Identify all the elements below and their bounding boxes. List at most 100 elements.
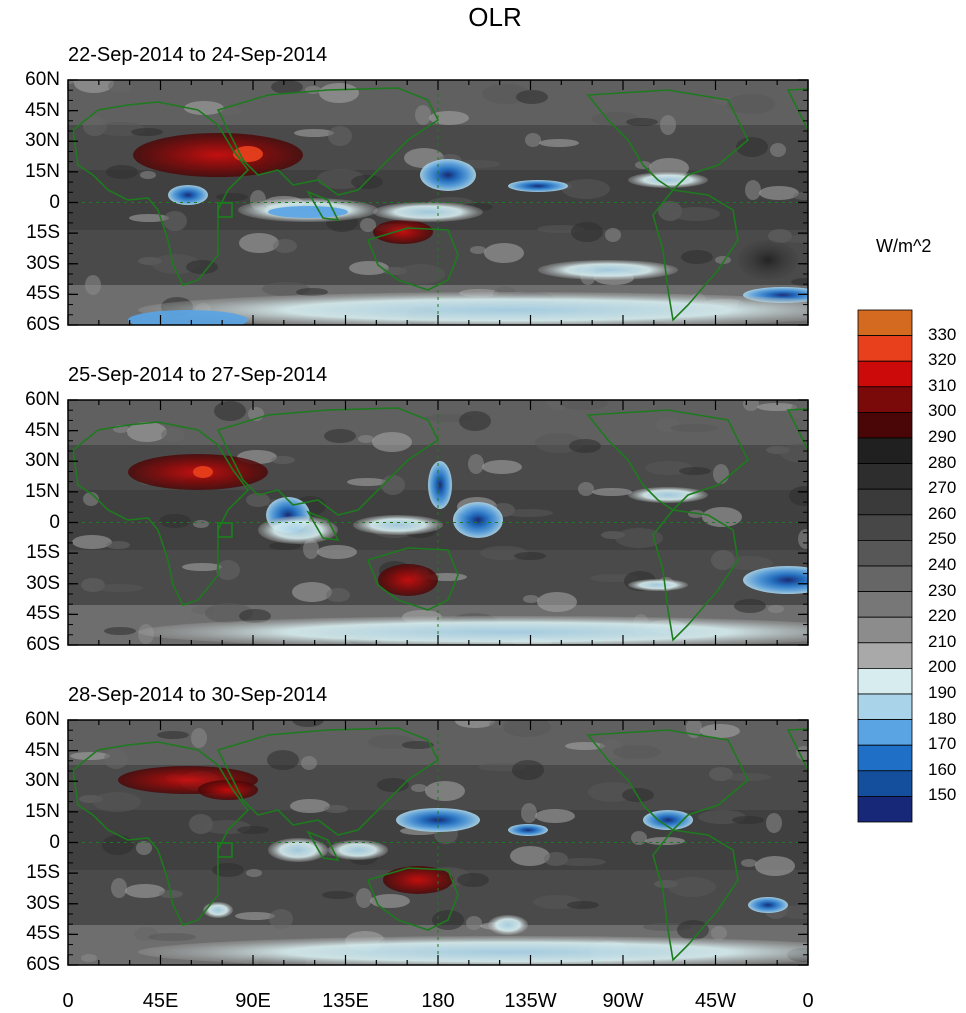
colorbar	[857, 309, 913, 823]
coastline	[216, 87, 440, 196]
lat-tick-label: 45S	[26, 603, 60, 625]
lon-tick-label: 180	[421, 990, 455, 1012]
colorbar-level-label: 290	[928, 427, 957, 446]
olr-anomaly	[420, 159, 476, 191]
olr-anomaly	[203, 902, 233, 918]
olr-anomaly	[128, 310, 248, 325]
lon-tick-label: 0	[62, 990, 74, 1012]
coastline	[586, 89, 749, 192]
map-panel-1	[67, 79, 809, 326]
olr-anomaly	[383, 866, 453, 894]
coastline	[72, 101, 250, 286]
coastline	[216, 727, 440, 836]
colorbar-level-label: 200	[928, 657, 957, 677]
olr-anomaly	[373, 220, 433, 244]
olr-anomaly	[138, 616, 808, 645]
colorbar-level-label: 210	[928, 631, 957, 651]
coastline	[306, 190, 340, 221]
olr-anomaly	[488, 915, 528, 935]
colorbar-swatch	[857, 463, 913, 490]
olr-anomaly	[743, 566, 808, 594]
lat-tick-label: 45N	[25, 739, 60, 761]
map-panel-3	[67, 719, 809, 966]
olr-anomaly	[453, 502, 503, 538]
colorbar-swatch	[857, 693, 913, 721]
panel-1-title: 22-Sep-2014 to 24-Sep-2014	[68, 44, 328, 66]
coastline	[306, 830, 340, 861]
olr-anomaly	[373, 202, 483, 222]
colorbar-level-label: 260	[928, 503, 957, 523]
olr-anomaly	[138, 292, 808, 325]
lat-tick-label: 60S	[26, 314, 60, 335]
coastline	[586, 729, 749, 832]
lat-tick-label: 0	[49, 511, 60, 533]
lat-tick-label: 15N	[25, 800, 60, 822]
colorbar-level-label: 190	[928, 683, 957, 702]
coastline	[652, 509, 739, 642]
olr-anomaly	[378, 564, 438, 596]
colorbar-level-label: 300	[928, 401, 957, 421]
colorbar-swatch	[857, 796, 913, 823]
olr-anomaly	[628, 172, 708, 188]
coastline	[306, 510, 340, 541]
lat-tick-label: 60S	[26, 634, 60, 655]
olr-anomaly	[353, 515, 443, 535]
lon-tick-label: 135W	[504, 990, 557, 1012]
olr-anomaly	[138, 936, 808, 965]
coastline	[72, 741, 250, 926]
lat-tick-label: 15S	[26, 542, 60, 564]
olr-anomaly	[508, 180, 568, 192]
lat-tick-label: 60N	[25, 709, 60, 730]
colorbar-level-label: 170	[928, 734, 957, 754]
lon-tick-label: 135E	[322, 990, 369, 1012]
lat-tick-label: 0	[49, 191, 60, 213]
lon-tick-label: 45W	[694, 990, 737, 1012]
lat-tick-label: 15S	[26, 862, 60, 884]
lon-tick-label: 90W	[602, 990, 644, 1012]
colorbar-swatch	[857, 335, 913, 362]
olr-anomaly	[538, 260, 678, 280]
olr-anomaly	[748, 897, 788, 913]
colorbar-level-label: 330	[928, 324, 957, 344]
colorbar-swatch	[857, 309, 913, 337]
lat-tick-label: 30S	[26, 572, 60, 594]
colorbar-swatch	[857, 642, 913, 669]
colorbar-level-label: 240	[928, 555, 957, 574]
olr-anomaly	[268, 838, 328, 862]
lon-tick-label: 45E	[142, 990, 179, 1012]
colorbar-swatch	[857, 514, 913, 541]
colorbar-swatch	[857, 437, 913, 465]
lon-tick-label: 90E	[235, 990, 271, 1012]
olr-anomaly	[233, 146, 263, 162]
colorbar-level-label: 160	[928, 759, 957, 779]
colorbar-swatch	[857, 565, 913, 593]
colorbar-swatch	[857, 411, 913, 439]
coastline	[586, 409, 749, 512]
olr-anomaly	[643, 810, 693, 830]
coastline	[652, 829, 739, 962]
colorbar-swatch	[857, 386, 913, 413]
olr-anomaly	[198, 780, 258, 800]
colorbar-swatch	[857, 540, 913, 567]
lat-tick-label: 45N	[25, 99, 60, 121]
colorbar-swatch	[857, 360, 913, 388]
lat-tick-label: 15N	[25, 160, 60, 182]
lat-tick-label: 15S	[26, 222, 60, 244]
lat-tick-label: 30N	[25, 130, 60, 152]
colorbar-swatch	[857, 488, 913, 516]
colorbar-swatch	[857, 668, 913, 695]
coastline	[72, 421, 250, 606]
colorbar-level-label: 250	[928, 529, 957, 549]
olr-anomaly	[193, 466, 213, 478]
map-panel-2	[67, 399, 809, 646]
lat-tick-label: 45S	[26, 923, 60, 945]
olr-anomaly	[628, 579, 688, 591]
lat-tick-label: 15N	[25, 480, 60, 502]
colorbar-swatch	[857, 591, 913, 618]
coastline	[366, 867, 459, 931]
olr-anomaly	[508, 824, 548, 836]
olr-anomaly	[328, 840, 388, 860]
colorbar-swatch	[857, 719, 913, 746]
olr-anomaly	[428, 461, 452, 509]
olr-anomaly	[168, 185, 208, 205]
